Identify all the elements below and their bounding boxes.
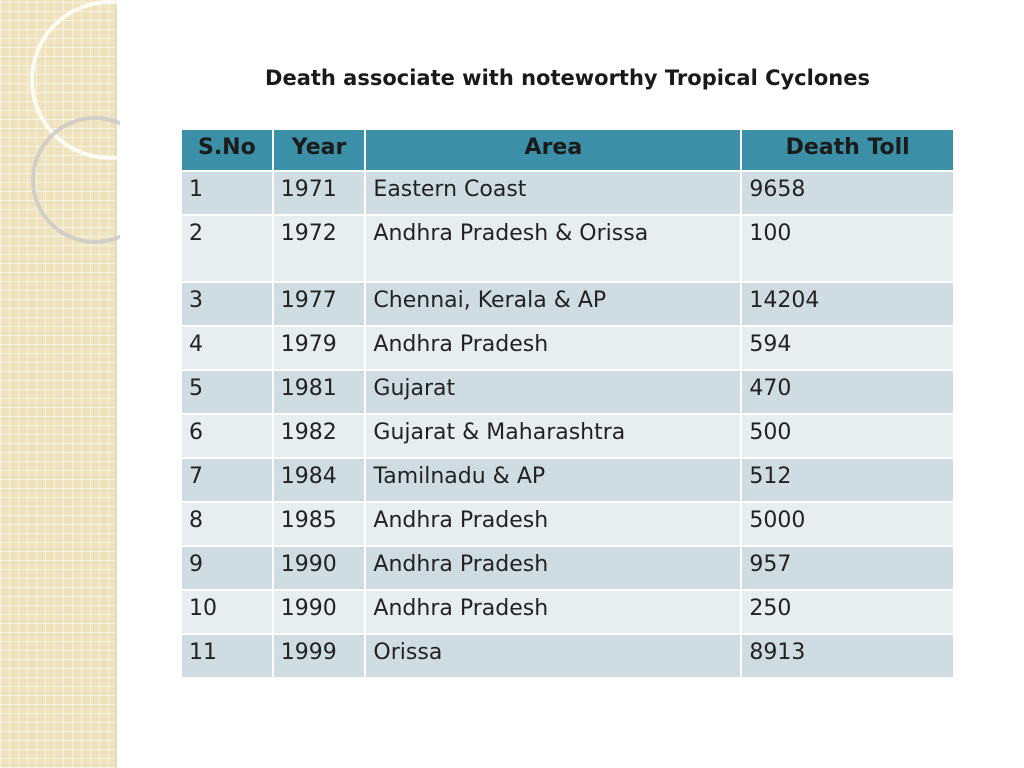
circle bbox=[31, 116, 120, 244]
header-cell: Death Toll bbox=[740, 128, 955, 172]
circle bbox=[30, 0, 120, 160]
table-row: 8 1985 Andhra Pradesh 5000 bbox=[180, 501, 955, 547]
table-row: 2 1972 Andhra Pradesh & Orissa 100 bbox=[180, 214, 955, 283]
table-cell: 5000 bbox=[740, 501, 955, 547]
table-cell: 6 bbox=[180, 413, 274, 459]
table-cell: 1990 bbox=[271, 589, 367, 635]
title: Death associate with noteworthy Tropical… bbox=[265, 66, 870, 90]
table-row: 4 1979 Andhra Pradesh 594 bbox=[180, 325, 955, 371]
table-cell: 1977 bbox=[271, 281, 367, 327]
table-cell: 10 bbox=[180, 589, 274, 635]
table-cell: 500 bbox=[740, 413, 955, 459]
table-cell: 250 bbox=[740, 589, 955, 635]
table-cell: 100 bbox=[740, 214, 955, 283]
table-cell: 9 bbox=[180, 545, 274, 591]
table-cell: Andhra Pradesh bbox=[364, 501, 743, 547]
table-cell: 4 bbox=[180, 325, 274, 371]
table-row: 10 1990 Andhra Pradesh 250 bbox=[180, 589, 955, 635]
decorative-strip bbox=[0, 0, 117, 768]
table-row: 7 1984 Tamilnadu & AP 512 bbox=[180, 457, 955, 503]
table-cell: 1984 bbox=[271, 457, 367, 503]
table-cell: 1985 bbox=[271, 501, 367, 547]
table-cell: Andhra Pradesh & Orissa bbox=[364, 214, 743, 283]
table-cell: 1 bbox=[180, 170, 274, 216]
header-cell: S.No bbox=[180, 128, 274, 172]
table-cell: 957 bbox=[740, 545, 955, 591]
table-cell: Gujarat & Maharashtra bbox=[364, 413, 743, 459]
table-cell: 8 bbox=[180, 501, 274, 547]
header-cell: Year bbox=[271, 128, 367, 172]
table-cell: 1981 bbox=[271, 369, 367, 415]
table-cell: Andhra Pradesh bbox=[364, 325, 743, 371]
table-cell: 11 bbox=[180, 633, 274, 679]
table-cell: Andhra Pradesh bbox=[364, 589, 743, 635]
table-cell: 5 bbox=[180, 369, 274, 415]
decorative-circles bbox=[30, 0, 120, 244]
table-cell: 1999 bbox=[271, 633, 367, 679]
table-cell: 512 bbox=[740, 457, 955, 503]
table-cell: Andhra Pradesh bbox=[364, 545, 743, 591]
table-cell: 470 bbox=[740, 369, 955, 415]
cyclone-table: S.No Year Area Death Toll 1 1971 Eastern Coas… bbox=[180, 128, 955, 679]
table-cell: 9658 bbox=[740, 170, 955, 216]
table-row: 1 1971 Eastern Coast 9658 bbox=[180, 170, 955, 216]
table-cell: 14204 bbox=[740, 281, 955, 327]
table-row: 3 1977 Chennai, Kerala & AP 14204 bbox=[180, 281, 955, 327]
table-row: 11 1999 Orissa 8913 bbox=[180, 633, 955, 679]
table-cell: 1971 bbox=[271, 170, 367, 216]
table-cell: Gujarat bbox=[364, 369, 743, 415]
table-cell: 1990 bbox=[271, 545, 367, 591]
table-cell: 8913 bbox=[740, 633, 955, 679]
table-row: 6 1982 Gujarat & Maharashtra 500 bbox=[180, 413, 955, 459]
table-cell: Chennai, Kerala & AP bbox=[364, 281, 743, 327]
header-row: S.No Year Area Death Toll bbox=[180, 128, 955, 172]
table-body: 1 1971 Eastern Coast 9658 2 1972 Andhra Prades… bbox=[180, 170, 955, 679]
table-row: 9 1990 Andhra Pradesh 957 bbox=[180, 545, 955, 591]
table-cell: 1982 bbox=[271, 413, 367, 459]
table-cell: 594 bbox=[740, 325, 955, 371]
table-cell: Eastern Coast bbox=[364, 170, 743, 216]
table-cell: 7 bbox=[180, 457, 274, 503]
table-cell: 2 bbox=[180, 214, 274, 283]
table-cell: Orissa bbox=[364, 633, 743, 679]
table-row: 5 1981 Gujarat 470 bbox=[180, 369, 955, 415]
header-cell: Area bbox=[364, 128, 743, 172]
table-cell: 3 bbox=[180, 281, 274, 327]
table-cell: Tamilnadu & AP bbox=[364, 457, 743, 503]
table-cell: 1972 bbox=[271, 214, 367, 283]
table-cell: 1979 bbox=[271, 325, 367, 371]
